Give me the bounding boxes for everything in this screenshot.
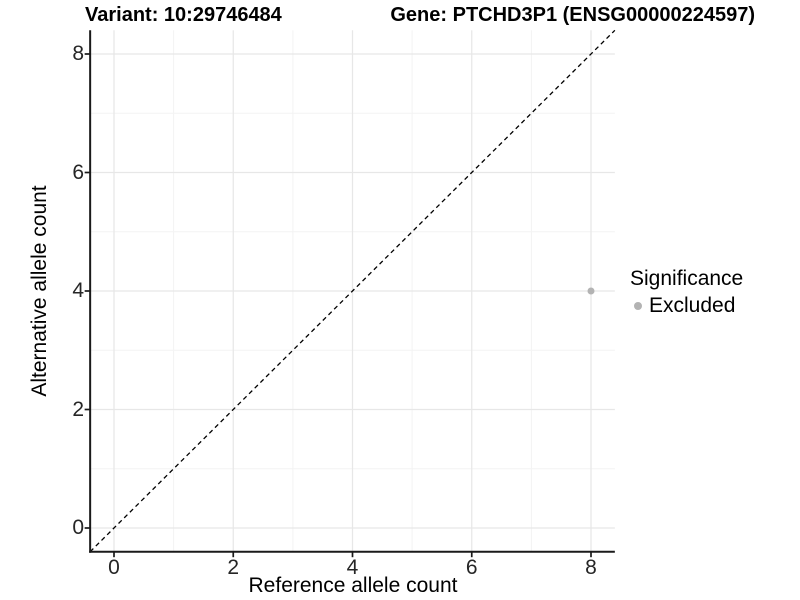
legend-entry-label: Excluded [649, 294, 736, 317]
identity-dashed-line [89, 29, 616, 553]
y-tick-label: 2 [72, 397, 84, 421]
legend: Significance Excluded [630, 266, 743, 318]
x-tick-label: 4 [346, 556, 359, 579]
y-tick-label: 0 [72, 516, 84, 539]
y-tick-label: 8 [72, 42, 84, 65]
variant-title: Variant: 10:29746484 [85, 4, 282, 26]
data-point [587, 287, 595, 295]
legend-title: Significance [630, 267, 744, 290]
legend-entry-excluded: Excluded [630, 293, 743, 318]
excluded-point-icon [634, 301, 642, 310]
gene-title: Gene: PTCHD3P1 (ENSG00000224597) [390, 4, 755, 26]
x-tick-label: 2 [227, 556, 240, 579]
x-axis-title: Reference allele count [248, 574, 458, 597]
x-tick-label: 6 [465, 556, 478, 579]
y-tick-label: 4 [72, 279, 84, 302]
y-tick-label: 6 [72, 160, 84, 184]
x-tick-label: 8 [585, 556, 597, 579]
x-tick-label: 0 [108, 556, 120, 579]
